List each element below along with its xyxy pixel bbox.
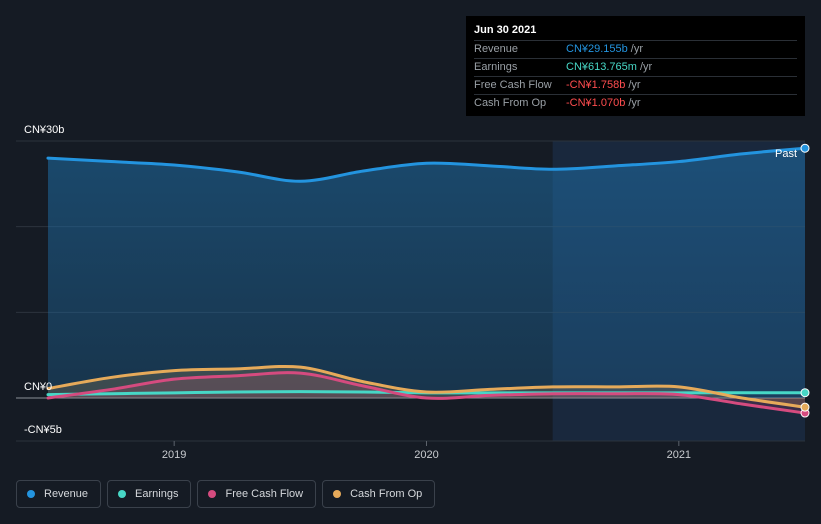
tooltip-row-label: Revenue xyxy=(474,43,519,55)
tooltip-row-unit: /yr xyxy=(628,97,641,109)
revenue-area xyxy=(48,148,805,398)
legend-item-free-cash-flow[interactable]: Free Cash Flow xyxy=(197,480,317,508)
y-tick-label-0: CN¥30b xyxy=(24,124,64,136)
legend-dot-icon xyxy=(27,490,35,498)
tooltip-panel: Jun 30 2021 Revenue CN¥29.155b/yr Earnings… xyxy=(466,16,805,116)
tooltip-row-earnings: Earnings CN¥613.765m/yr xyxy=(474,58,797,76)
legend-item-cash-from-op[interactable]: Cash From Op xyxy=(322,480,436,508)
tooltip-date: Jun 30 2021 xyxy=(474,24,537,36)
series-line-free-cash-flow xyxy=(46,371,807,415)
chart-area: CN¥30b CN¥0 -CN¥5b 2019 2020 2021 Past xyxy=(16,124,810,461)
legend: Revenue Earnings Free Cash Flow Cash From O… xyxy=(16,480,436,508)
legend-dot-icon xyxy=(208,490,217,498)
x-tick-label-0: 2019 xyxy=(162,449,186,461)
x-tick-label-2: 2021 xyxy=(667,449,691,461)
tooltip-row-value: CN¥613.765m xyxy=(566,61,637,73)
tooltip-row-revenue: Revenue CN¥29.155b/yr xyxy=(474,40,797,58)
tooltip-row-value: CN¥29.155b xyxy=(566,43,628,55)
series-endpoint-3 xyxy=(800,402,810,412)
legend-label: Free Cash Flow xyxy=(225,488,304,500)
tooltip-row-label: Free Cash Flow xyxy=(474,79,552,91)
tooltip-row-unit: /yr xyxy=(639,61,653,73)
y-tick-label-1: CN¥0 xyxy=(24,381,52,393)
series-area-2 xyxy=(48,372,805,414)
series-endpoint-1 xyxy=(800,388,810,398)
tooltip-row-unit: /yr xyxy=(630,43,644,55)
legend-item-earnings[interactable]: Earnings xyxy=(107,480,192,508)
tooltip-row-value: -CN¥1.758b xyxy=(566,79,626,91)
tooltip-row-free-cash-flow: Free Cash Flow -CN¥1.758b/yr xyxy=(474,76,797,94)
x-tick-label-1: 2020 xyxy=(414,449,438,461)
tooltip-row-unit: /yr xyxy=(628,79,641,91)
series-line-revenue xyxy=(46,146,807,183)
past-label: Past xyxy=(775,148,797,160)
series-endpoint-0 xyxy=(800,143,810,153)
legend-label: Revenue xyxy=(44,488,89,500)
legend-item-revenue[interactable]: Revenue xyxy=(16,480,102,508)
legend-dot-icon xyxy=(333,490,342,498)
legend-label: Earnings xyxy=(135,488,179,500)
tooltip-row-cash-from-op: Cash From Op -CN¥1.070b/yr xyxy=(474,94,797,112)
series-line-cash-from-op xyxy=(46,364,807,409)
legend-dot-icon xyxy=(118,490,127,498)
tooltip-row-value: -CN¥1.070b xyxy=(566,97,626,109)
y-tick-label-2: -CN¥5b xyxy=(24,424,62,436)
tooltip-row-label: Earnings xyxy=(474,61,518,73)
tooltip-row-label: Cash From Op xyxy=(474,97,547,109)
legend-label: Cash From Op xyxy=(350,488,423,500)
